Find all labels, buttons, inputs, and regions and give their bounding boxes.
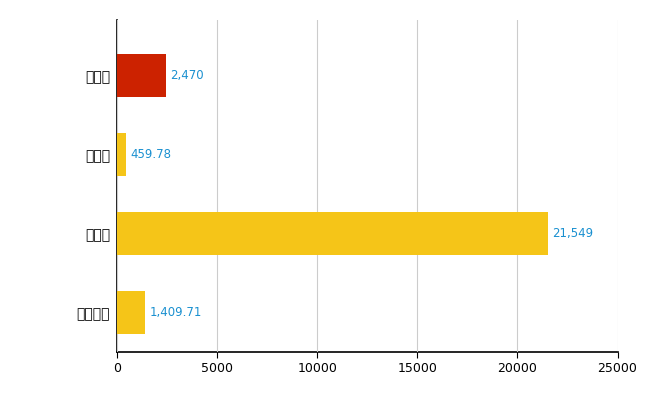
Bar [117, 291, 145, 334]
Text: 459.78: 459.78 [130, 148, 171, 161]
Bar [117, 133, 126, 176]
Text: 1,409.71: 1,409.71 [150, 306, 202, 319]
Text: 21,549: 21,549 [552, 227, 593, 240]
Bar [117, 212, 549, 255]
Text: 2,470: 2,470 [170, 69, 204, 82]
Bar [117, 54, 166, 97]
